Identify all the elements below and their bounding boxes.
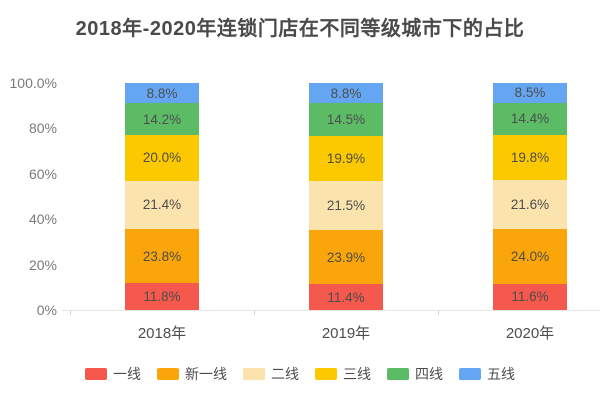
segment-value-label: 14.4%	[510, 111, 550, 127]
segment-value-label: 14.5%	[326, 111, 366, 127]
segment-value-label: 23.9%	[326, 249, 366, 265]
bar-segment-新一线[interactable]: 23.9%	[309, 229, 383, 285]
x-axis-category-label: 2020年	[505, 325, 555, 342]
legend-label: 三线	[343, 366, 371, 382]
y-axis-tick-label: 60%	[28, 165, 57, 182]
x-axis-tick	[70, 310, 71, 315]
legend-label: 一线	[113, 366, 141, 382]
segment-value-label: 21.6%	[510, 197, 550, 213]
bar-segment-五线[interactable]: 8.8%	[125, 83, 199, 104]
chart-title: 2018年-2020年连锁门店在不同等级城市下的占比	[75, 18, 525, 40]
legend-swatch	[157, 368, 179, 380]
segment-value-label: 20.0%	[142, 150, 182, 166]
y-axis-tick-label: 40%	[28, 211, 57, 228]
bar-segment-二线[interactable]: 21.5%	[309, 181, 383, 230]
legend-item-一线[interactable]: 一线	[85, 364, 141, 384]
x-axis-tick	[254, 310, 255, 315]
bar-segment-四线[interactable]: 14.4%	[493, 102, 567, 136]
segment-value-label: 19.9%	[326, 150, 366, 166]
segment-value-label: 21.4%	[142, 197, 182, 213]
bar-segment-一线[interactable]: 11.4%	[309, 284, 383, 310]
legend-swatch	[459, 368, 481, 380]
x-axis-line	[62, 310, 600, 311]
stacked-bar-2019年: 11.4% 23.9% 21.5% 19.9% 14.5% 8.8%	[309, 83, 383, 310]
bar-segment-三线[interactable]: 20.0%	[125, 135, 199, 181]
segment-value-label: 11.4%	[327, 289, 365, 305]
bar-segment-四线[interactable]: 14.2%	[125, 103, 199, 136]
segment-value-label: 11.6%	[511, 289, 549, 305]
legend: 一线 新一线 二线 三线 四线 五线	[0, 364, 600, 384]
legend-swatch	[243, 368, 265, 380]
segment-value-label: 21.5%	[326, 197, 366, 213]
segment-value-label: 14.2%	[142, 111, 182, 127]
bar-segment-一线[interactable]: 11.8%	[125, 283, 199, 310]
legend-item-五线[interactable]: 五线	[459, 364, 515, 384]
segment-value-label: 8.8%	[146, 85, 178, 101]
legend-swatch	[85, 368, 107, 380]
bar-segment-三线[interactable]: 19.9%	[309, 135, 383, 182]
bar-segment-新一线[interactable]: 23.8%	[125, 229, 199, 284]
bar-segment-五线[interactable]: 8.5%	[493, 83, 567, 103]
y-axis-tick-label: 20%	[28, 256, 57, 273]
bar-segment-一线[interactable]: 11.6%	[493, 283, 567, 310]
y-axis-tick-label: 80%	[28, 120, 57, 137]
bar-segment-二线[interactable]: 21.6%	[493, 180, 567, 230]
legend-label: 四线	[415, 366, 443, 382]
x-axis-category-label: 2019年	[321, 325, 371, 342]
legend-item-二线[interactable]: 二线	[243, 364, 299, 384]
legend-swatch	[315, 368, 337, 380]
bar-segment-三线[interactable]: 19.8%	[493, 135, 567, 181]
legend-item-四线[interactable]: 四线	[387, 364, 443, 384]
segment-value-label: 8.8%	[330, 85, 362, 101]
legend-label: 新一线	[185, 366, 227, 382]
x-axis-tick	[438, 310, 439, 315]
segment-value-label: 8.5%	[514, 85, 546, 101]
bar-segment-四线[interactable]: 14.5%	[309, 103, 383, 136]
legend-label: 二线	[271, 366, 299, 382]
legend-item-新一线[interactable]: 新一线	[157, 364, 227, 384]
stacked-bar-2018年: 11.8% 23.8% 21.4% 20.0% 14.2% 8.8%	[125, 83, 199, 310]
segment-value-label: 24.0%	[510, 248, 550, 264]
y-axis-tick-label: 0%	[36, 302, 57, 318]
segment-value-label: 23.8%	[142, 248, 182, 264]
legend-swatch	[387, 368, 409, 380]
legend-label: 五线	[487, 366, 515, 382]
y-axis-tick-label: 100.0%	[9, 75, 57, 91]
segment-value-label: 19.8%	[510, 150, 550, 166]
stacked-bar-2020年: 11.6% 24.0% 21.6% 19.8% 14.4% 8.5%	[493, 83, 567, 310]
bar-segment-新一线[interactable]: 24.0%	[493, 229, 567, 284]
legend-item-三线[interactable]: 三线	[315, 364, 371, 384]
bar-segment-五线[interactable]: 8.8%	[309, 83, 383, 103]
x-axis-category-label: 2018年	[137, 325, 187, 342]
segment-value-label: 11.8%	[143, 289, 181, 305]
bar-segment-二线[interactable]: 21.4%	[125, 180, 199, 230]
